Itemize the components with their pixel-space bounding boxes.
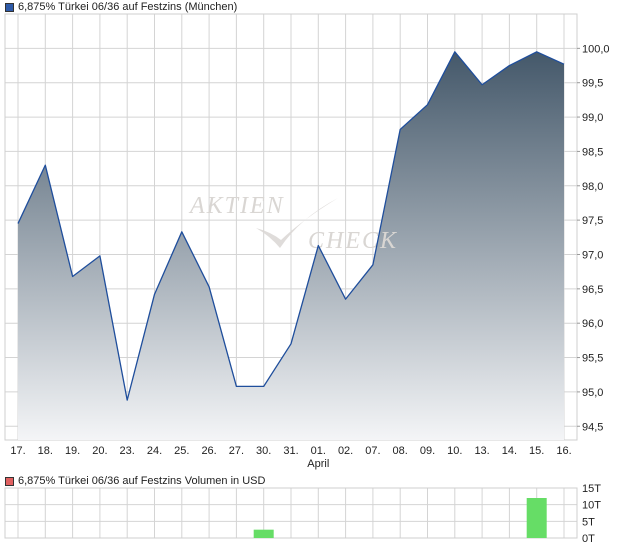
price-x-tick-label: 26.	[201, 445, 216, 457]
price-area-layer	[18, 51, 564, 441]
price-legend: 6,875% Türkei 06/36 auf Festzins (Münche…	[5, 0, 237, 14]
price-legend-swatch	[5, 2, 14, 12]
volume-bars	[253, 498, 547, 538]
price-x-tick-label: 23.	[120, 445, 135, 457]
volume-y-tick-label: 0T	[582, 533, 595, 545]
volume-plot-frame	[4, 487, 578, 539]
price-x-tick-label: 10.	[447, 445, 462, 457]
price-y-tick-label: 94,5	[582, 421, 603, 433]
volume-bar	[526, 498, 547, 538]
price-x-tick-label: 24.	[147, 445, 162, 457]
price-legend-label: 6,875% Türkei 06/36 auf Festzins (Münche…	[18, 1, 238, 13]
volume-grid	[4, 487, 578, 539]
price-y-tick-label: 99,0	[582, 112, 603, 124]
price-y-tick-label: 98,0	[582, 181, 603, 193]
volume-y-tick-label: 10T	[582, 500, 601, 512]
price-x-tick-label: 07.	[365, 445, 380, 457]
volume-y-ticks: 15T 10T 5T 0T	[582, 483, 601, 545]
price-x-tick-label: 20.	[92, 445, 107, 457]
price-y-tick-label: 99,5	[582, 78, 603, 90]
volume-legend-label: 6,875% Türkei 06/36 auf Festzins Volumen…	[18, 475, 266, 487]
volume-bar	[253, 529, 274, 538]
price-x-tick-label: 08.	[393, 445, 408, 457]
volume-legend-swatch	[5, 476, 14, 486]
price-x-ticks: 17. 18. 19. 20. 23. 24. 25. 26. 27. 30. 31. 01. 02. 0…	[10, 445, 571, 470]
watermark: AKTIEN CHECK	[188, 193, 398, 254]
price-y-tick-label: 98,5	[582, 146, 603, 158]
price-x-tick-label: 16.	[556, 445, 571, 457]
price-line-layer	[17, 51, 565, 401]
price-y-tick-label: 95,5	[582, 353, 603, 365]
price-x-tick-label: 27.	[229, 445, 244, 457]
watermark-check-icon	[256, 198, 338, 248]
price-y-tick-label: 96,0	[582, 318, 603, 330]
price-x-tick-label: 02.	[338, 445, 353, 457]
price-y-tick-label: 97,0	[582, 249, 603, 261]
volume-legend: 6,875% Türkei 06/36 auf Festzins Volumen…	[5, 474, 265, 488]
volume-y-tick-label: 15T	[582, 483, 601, 495]
price-x-tick-label: 15.	[529, 445, 544, 457]
price-y-tick-label: 97,5	[582, 215, 603, 227]
price-x-tick-label: 13.	[474, 445, 489, 457]
price-x-tick-label: 31.	[283, 445, 298, 457]
watermark-text-check: CHECK	[308, 228, 398, 254]
price-y-tick-label: 96,5	[582, 284, 603, 296]
price-x-tick-label: 19.	[65, 445, 80, 457]
price-x-tick-label: 09.	[420, 445, 435, 457]
price-y-tick-label: 100,0	[582, 43, 610, 55]
price-y-tick-label: 95,0	[582, 387, 603, 399]
price-x-tick-label: 25.	[174, 445, 189, 457]
price-area	[18, 51, 564, 441]
price-x-month-label: April	[307, 458, 329, 470]
price-x-tick-label: 17.	[10, 445, 25, 457]
price-x-tick-label: 01.	[311, 445, 326, 457]
price-x-tick-label: 30.	[256, 445, 271, 457]
watermark-text-aktien: AKTIEN	[188, 193, 285, 219]
price-x-tick-label: 14.	[502, 445, 517, 457]
volume-y-tick-label: 5T	[582, 516, 595, 528]
price-y-ticks: 100,0 99,5 99,0 98,5 98,0 97,5 97,0 96,5 96,0 95,…	[577, 43, 610, 433]
price-x-tick-label: 18.	[38, 445, 53, 457]
